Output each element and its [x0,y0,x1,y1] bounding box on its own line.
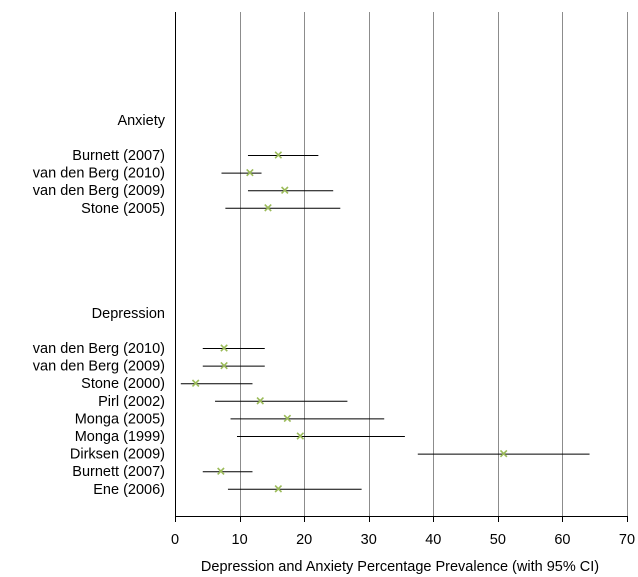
grid-lines [240,12,628,516]
study-label: van den Berg (2009) [33,359,165,375]
marker-stroke [217,467,225,475]
group-label: Depression [92,306,165,322]
marker-stroke [220,344,228,352]
marker-stroke [256,397,264,405]
estimate-marker [256,397,264,405]
estimate-marker [274,151,283,159]
marker-stroke [281,186,289,194]
marker-stroke [283,414,292,423]
estimate-marker [296,432,305,440]
x-tick-label: 30 [361,532,377,548]
x-axis: 0 10 20 30 40 50 60 70 [171,12,635,548]
study-label: Dirksen (2009) [70,447,165,463]
estimate-marker [191,379,200,387]
x-tick-label: 40 [425,532,441,548]
marker-stroke [220,361,228,370]
x-tick-label: 50 [490,532,506,548]
estimate-marker [274,485,283,493]
study-label: Monga (2005) [75,411,165,427]
study-label: Pirl (2002) [98,394,165,410]
study-label: Ene (2006) [93,482,165,498]
estimate-marker [220,344,228,352]
estimate-marker [217,467,225,475]
marker-stroke [274,485,283,493]
study-labels: Anxiety Burnett (2007) van den Berg (2010)… [33,113,166,498]
x-axis-title: Depression and Anxiety Percentage Preval… [201,559,599,575]
study-label: Burnett (2007) [72,464,165,480]
plot-area [180,151,590,493]
estimate-marker [264,204,272,212]
study-label: Burnett (2007) [72,148,165,164]
estimate-marker [499,449,508,458]
estimate-marker [220,361,228,370]
study-label: Stone (2000) [81,376,165,392]
study-label: Stone (2005) [81,201,165,217]
marker-stroke [246,168,254,177]
study-label: van den Berg (2010) [33,166,165,182]
marker-stroke [274,151,283,159]
marker-stroke [296,432,305,440]
marker-stroke [499,449,508,458]
estimate-marker [283,414,292,423]
marker-stroke [191,379,200,387]
estimate-marker [281,186,289,194]
x-tick-label: 0 [171,532,179,548]
group-label: Anxiety [117,113,165,129]
study-label: van den Berg (2009) [33,183,165,199]
study-label: Monga (1999) [75,429,165,445]
study-label: van den Berg (2010) [33,341,165,357]
x-tick-label: 70 [619,532,635,548]
x-tick-label: 10 [232,532,248,548]
estimate-marker [246,168,254,177]
x-tick-label: 60 [554,532,570,548]
marker-stroke [264,204,272,212]
x-tick-label: 20 [296,532,312,548]
